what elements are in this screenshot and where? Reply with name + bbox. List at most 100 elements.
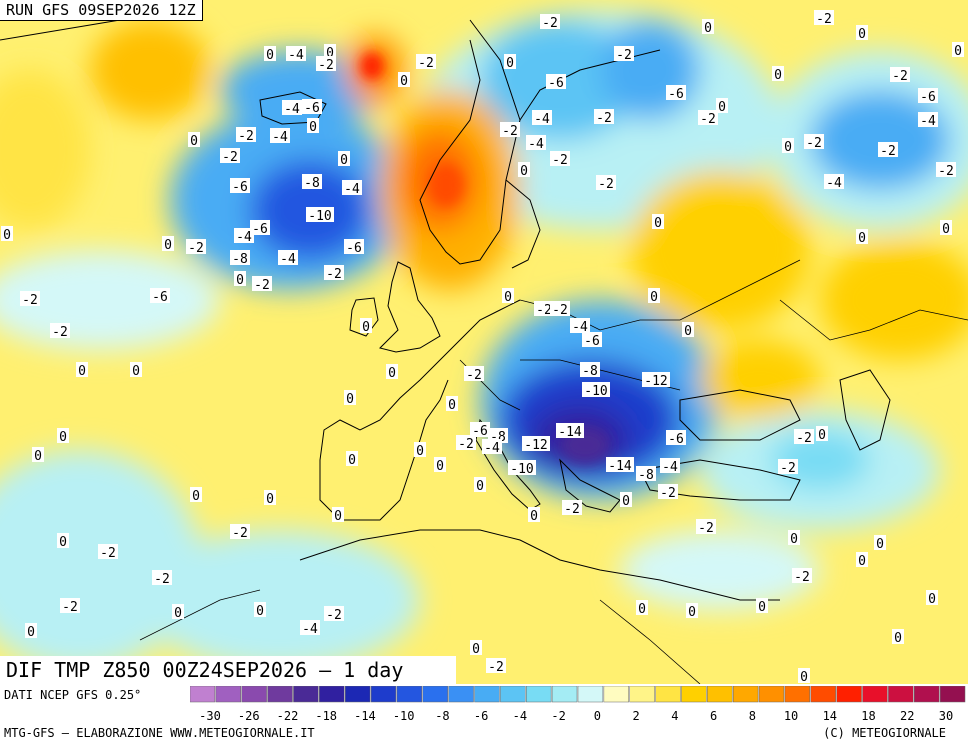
contour-label-text: 0 — [858, 231, 866, 246]
credit-right: (C) METEOGIORNALE — [823, 726, 946, 740]
contour-label: 0 — [190, 487, 202, 504]
color-scale-label: 18 — [861, 709, 875, 723]
contour-label: -2 — [236, 127, 256, 144]
contour-label-text: -6 — [232, 180, 248, 195]
contour-label-text: 0 — [530, 509, 538, 524]
contour-label-text: 0 — [858, 554, 866, 569]
contour-label-text: 0 — [894, 631, 902, 646]
contour-label-text: -6 — [920, 90, 936, 105]
contour-label-text: -6 — [584, 334, 600, 349]
contour-label: -6 — [666, 85, 686, 102]
contour-label: -2 — [456, 435, 476, 452]
contour-label-text: -6 — [152, 290, 168, 305]
contour-label-text: -2 — [616, 48, 632, 63]
contour-label: -4 — [234, 228, 254, 245]
contour-label-text: -2 — [564, 502, 580, 517]
contour-label-text: -4 — [302, 622, 318, 637]
contour-label: 0 — [172, 604, 184, 621]
contour-label-text: 0 — [448, 398, 456, 413]
contour-label: -2 — [698, 110, 718, 127]
contour-label: -12 — [642, 372, 670, 389]
contour-label-text: 0 — [520, 164, 528, 179]
contour-label: -4 — [270, 128, 290, 145]
contour-label-text: -2 — [318, 58, 334, 73]
contour-label-text: -2 — [62, 600, 78, 615]
color-scale-swatch — [707, 686, 733, 703]
contour-label: 0 — [702, 19, 714, 36]
contour-label: 0 — [782, 138, 794, 155]
color-scale-label: 0 — [594, 709, 601, 723]
color-scale-label: -6 — [474, 709, 488, 723]
contour-label-text: 0 — [190, 134, 198, 149]
contour-label-text: 0 — [704, 21, 712, 36]
contour-label: 0 — [434, 457, 446, 474]
contour-label: 0 — [1, 226, 13, 243]
contour-label-text: -2 — [542, 16, 558, 31]
contour-label: 0 — [652, 214, 664, 231]
color-scale-label: 10 — [784, 709, 798, 723]
contour-label: 0 — [234, 271, 246, 288]
contour-label: -6 — [150, 288, 170, 305]
contour-label: 0 — [32, 447, 44, 464]
contour-label-text: -2 — [596, 111, 612, 126]
contour-label: -2 — [658, 484, 678, 501]
contour-label-text: -2 — [536, 303, 552, 318]
contour-label-text: -6 — [252, 222, 268, 237]
contour-label: -6 — [250, 220, 270, 237]
contour-label-text: 0 — [650, 290, 658, 305]
color-scale-swatch — [577, 686, 604, 703]
contour-label: 0 — [346, 451, 358, 468]
contour-label-text: -2 — [326, 608, 342, 623]
contour-label-text: 0 — [236, 273, 244, 288]
contour-label-text: -14 — [558, 425, 582, 440]
contour-label-text: -2 — [938, 164, 954, 179]
contour-label-text: 0 — [876, 537, 884, 552]
contour-label-text: 0 — [266, 48, 274, 63]
contour-label-text: -2 — [780, 461, 796, 476]
contour-label: -6 — [918, 88, 938, 105]
color-scale-label: 2 — [632, 709, 639, 723]
color-scale-swatch — [732, 686, 759, 703]
contour-label: 0 — [446, 396, 458, 413]
contour-label: 0 — [874, 535, 886, 552]
contour-label: -2 — [614, 46, 634, 63]
color-scale-label: -2 — [551, 709, 565, 723]
contour-label-text: -2 — [488, 660, 504, 675]
color-scale-swatch — [862, 686, 888, 703]
contour-label-text: -12 — [524, 438, 547, 453]
color-scale-label: 8 — [749, 709, 756, 723]
contour-label: -2 — [252, 276, 272, 293]
contour-label-text: -2 — [700, 112, 716, 127]
color-scale-label: -8 — [435, 709, 449, 723]
contour-label: 0 — [682, 322, 694, 339]
contour-label-text: 0 — [758, 600, 766, 615]
contour-label: -2 — [890, 67, 910, 84]
contour-label-text: -4 — [662, 460, 678, 475]
contour-label: -2 — [220, 148, 240, 165]
contour-label-text: -2 — [188, 241, 204, 256]
contour-label: -4 — [570, 318, 590, 335]
contour-label-text: 0 — [790, 532, 798, 547]
contour-label: 0 — [892, 629, 904, 646]
contour-label: -6 — [302, 99, 322, 116]
color-scale-swatch — [784, 686, 811, 703]
color-scale-label: 14 — [823, 709, 837, 723]
contour-label-text: 0 — [800, 670, 808, 684]
contour-label: 0 — [57, 428, 69, 445]
color-scale-swatch — [939, 686, 966, 703]
contour-label-text: -12 — [644, 374, 667, 389]
color-scale-swatch — [629, 686, 655, 703]
contour-label-text: -8 — [304, 176, 320, 191]
contour-label-text: -4 — [280, 252, 296, 267]
contour-label: 0 — [264, 490, 276, 507]
contour-label-text: -4 — [484, 441, 500, 456]
color-scale-bars — [190, 686, 966, 703]
contour-label-text: -6 — [668, 87, 684, 102]
contour-label: 0 — [474, 477, 486, 494]
contour-label: -2 — [878, 142, 898, 159]
contour-label: -4 — [278, 250, 298, 267]
color-scale-label: 6 — [710, 709, 717, 723]
color-scale-labels: -30 -26 -22 -18 -14 -10 -8 -6 -4 -2 0 2 4 6 8 10 14 18 22 3… — [199, 709, 953, 723]
contour-labels: 0 -4 0-2 -20-4 -60-2 -40-2 0-6 -8 -4-10-4-60 -2 -6… — [1, 10, 964, 684]
contour-label-text: 0 — [688, 605, 696, 620]
